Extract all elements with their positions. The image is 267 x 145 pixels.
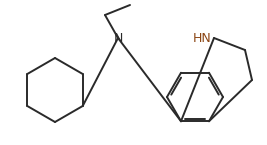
- Text: N: N: [113, 31, 123, 45]
- Text: HN: HN: [192, 31, 211, 45]
